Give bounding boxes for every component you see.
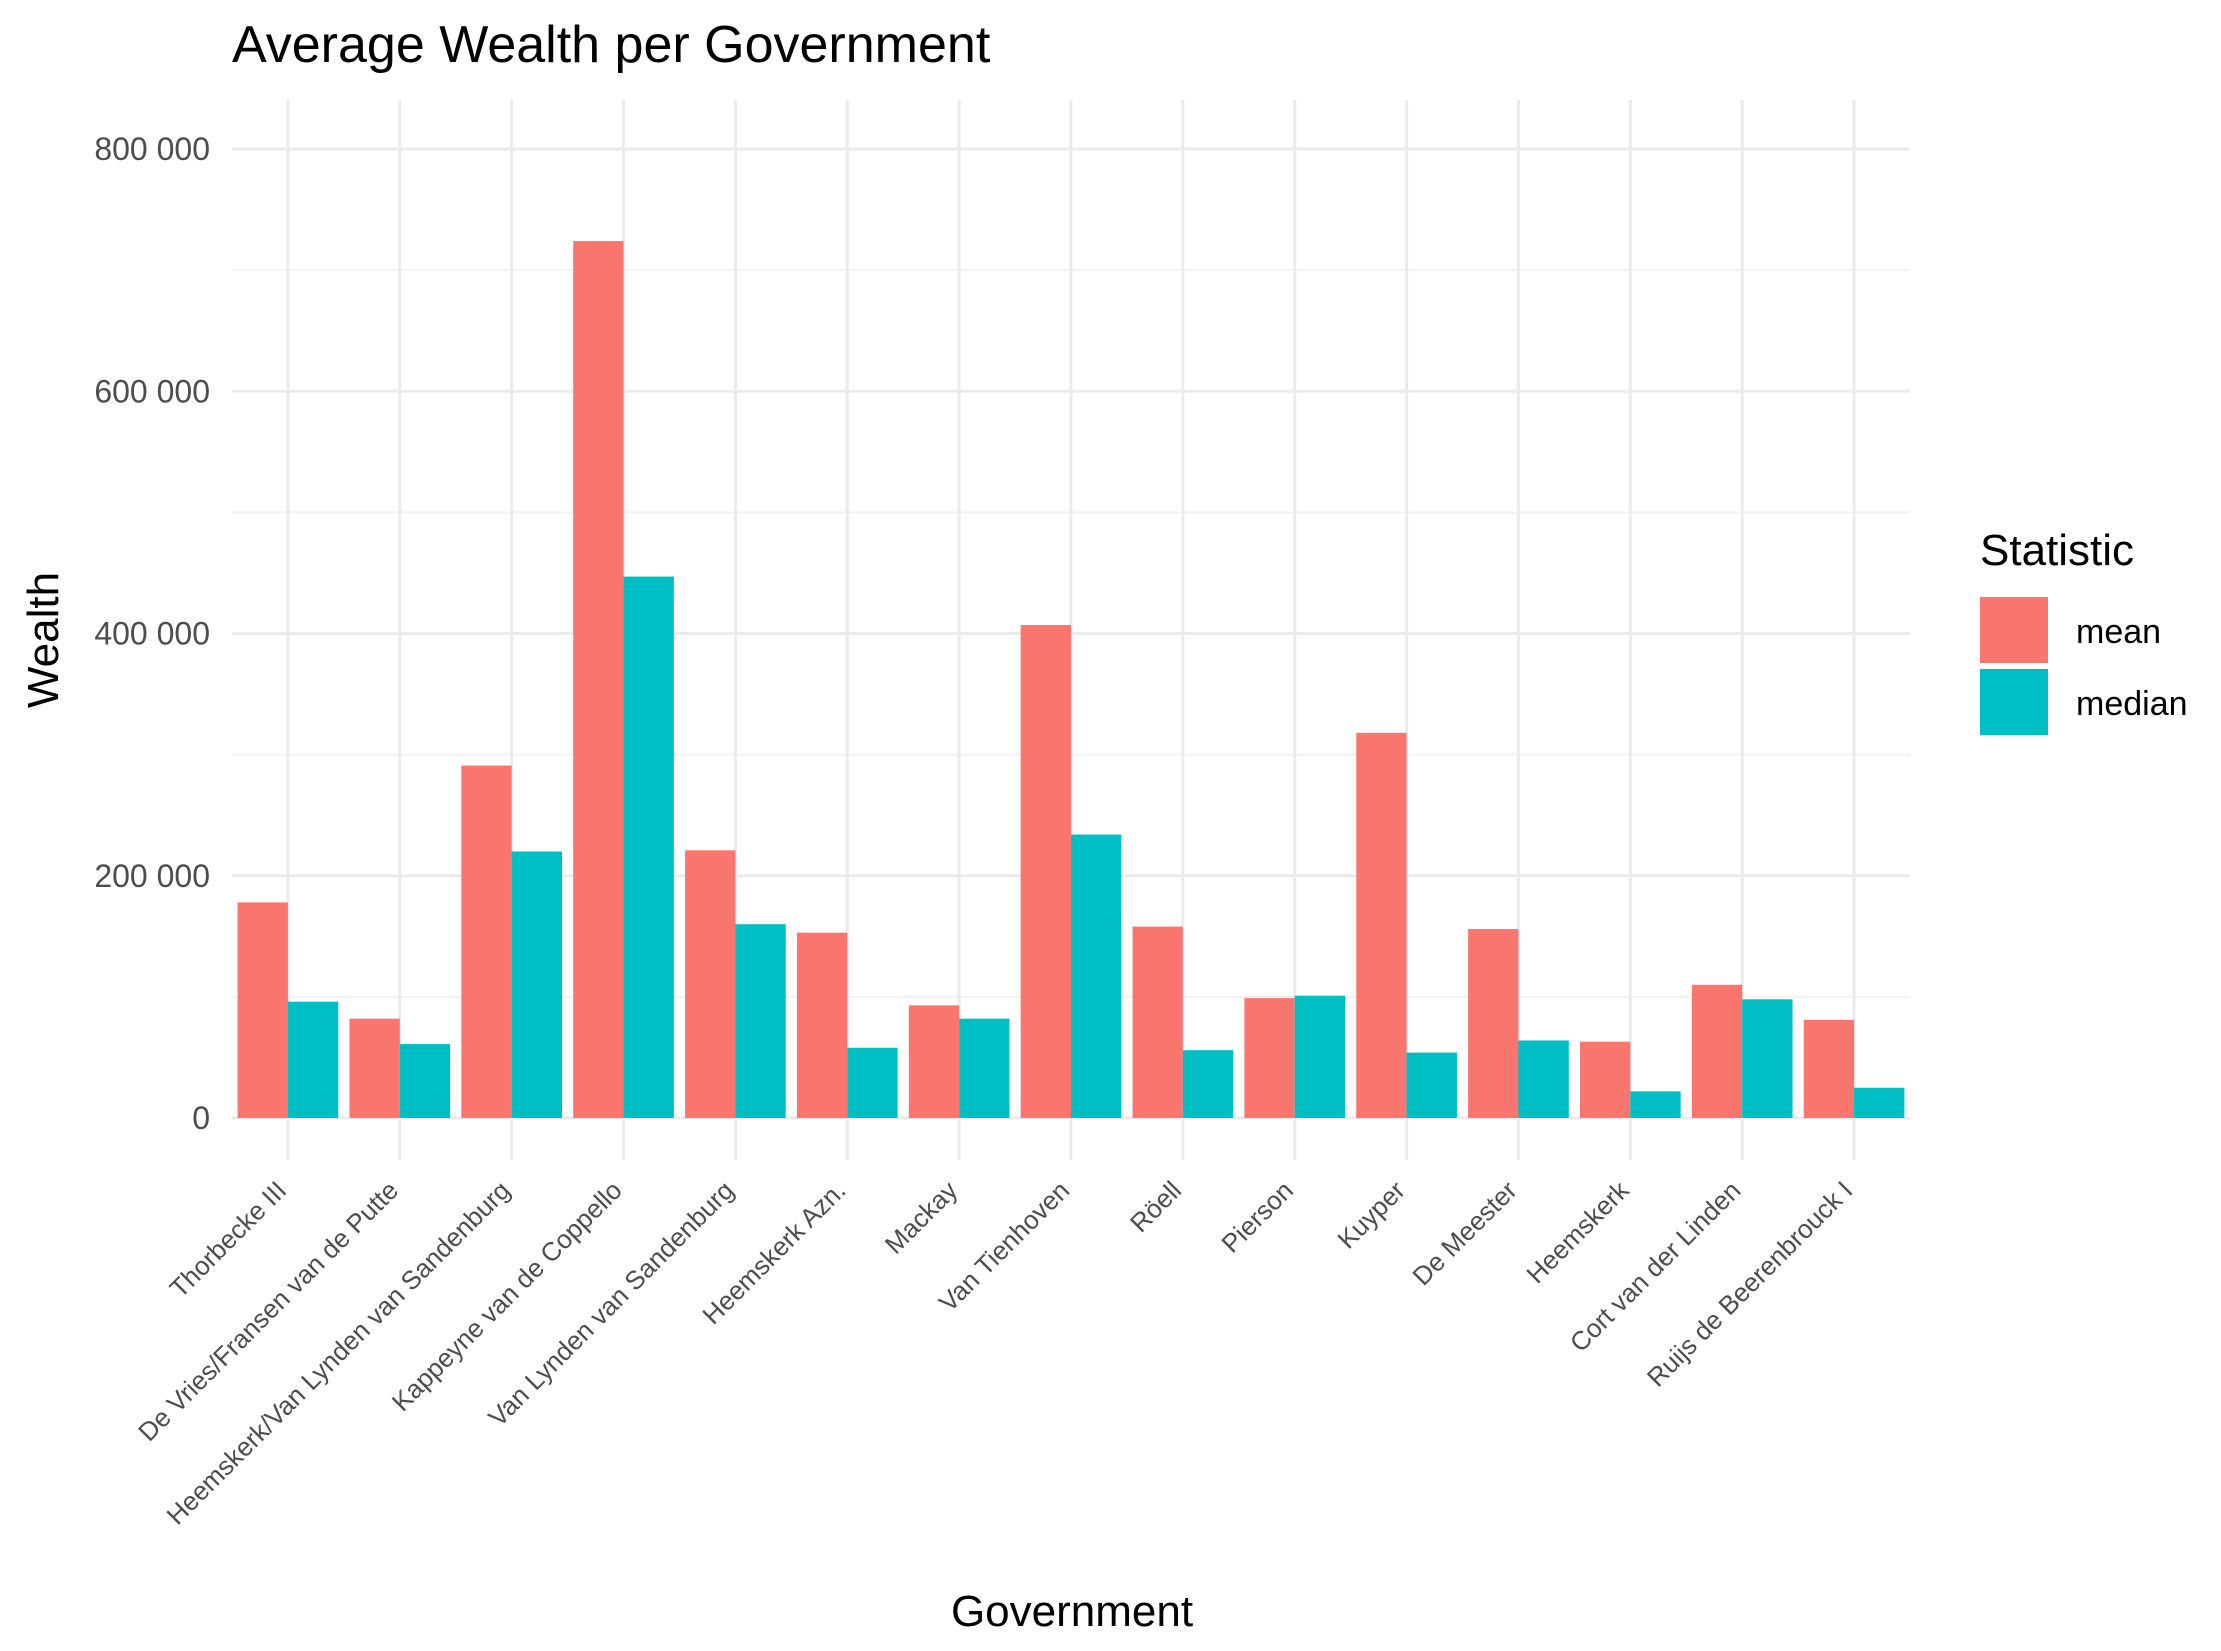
legend-label-mean: mean — [2076, 613, 2161, 651]
legend-label-median: median — [2076, 685, 2188, 723]
bar-mean — [1356, 732, 1407, 1118]
bar-mean — [1691, 984, 1743, 1118]
legend-key-mean — [1980, 597, 2048, 663]
y-tick-label: 800 000 — [94, 131, 210, 167]
bar-median — [1071, 834, 1122, 1118]
bar-median — [399, 1044, 451, 1118]
bar-mean — [461, 765, 512, 1118]
y-tick-label: 400 000 — [94, 616, 210, 652]
bar-median — [735, 924, 786, 1118]
x-axis-title: Government — [951, 1587, 1193, 1636]
bar-median — [1518, 1040, 1569, 1118]
y-axis-ticks: 0 200 000 400 000 600 000 800 000 — [94, 131, 210, 1136]
bar-median — [511, 851, 563, 1118]
legend-title: Statistic — [1980, 526, 2134, 575]
bar-mean — [1803, 1019, 1855, 1118]
bar-median — [623, 576, 674, 1118]
bar-mean — [685, 850, 736, 1118]
y-tick-label: 0 — [192, 1100, 210, 1136]
bar-median — [1630, 1091, 1681, 1118]
bar-mean — [1244, 998, 1295, 1118]
bar-median — [847, 1047, 898, 1118]
bar-mean — [349, 1018, 400, 1118]
legend-key-median — [1980, 669, 2048, 735]
bar-mean — [1020, 625, 1071, 1118]
bar-mean — [908, 1005, 960, 1118]
y-axis-title: Wealth — [19, 572, 68, 708]
bar-median — [1182, 1050, 1234, 1118]
bar-median — [287, 1001, 339, 1118]
bar-mean — [1579, 1041, 1631, 1118]
bar-median — [1406, 1052, 1457, 1118]
bar-mean — [1468, 929, 1519, 1118]
y-tick-label: 600 000 — [94, 373, 210, 409]
y-tick-label: 200 000 — [94, 858, 210, 894]
bar-mean — [796, 932, 848, 1118]
bar-median — [1742, 999, 1793, 1118]
legend: Statistic mean median — [1980, 526, 2188, 735]
bar-median — [1294, 995, 1346, 1118]
bar-median — [1854, 1087, 1905, 1118]
bar-mean — [1132, 926, 1183, 1118]
bar-mean — [237, 902, 288, 1118]
bar-mean — [573, 241, 624, 1118]
bar-median — [959, 1018, 1010, 1118]
bars — [237, 241, 1905, 1118]
chart-title: Average Wealth per Government — [232, 16, 991, 74]
